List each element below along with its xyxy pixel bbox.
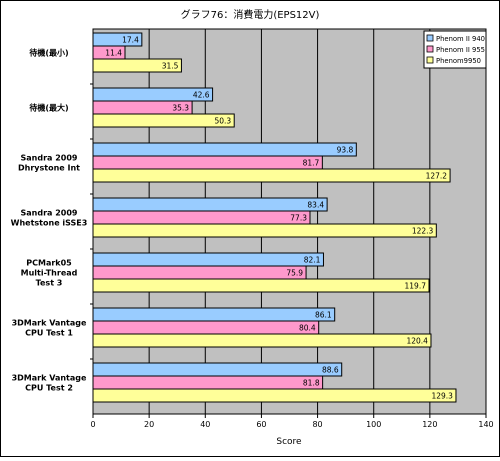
bar [92, 362, 343, 377]
data-label: 17.4 [122, 36, 139, 45]
x-tick-label: 40 [200, 420, 210, 429]
x-tick-label: 60 [256, 420, 266, 429]
legend-box [423, 30, 487, 69]
legend-swatch [426, 34, 434, 42]
category-label: Sandra 2009 Whetstone iSSE3 [11, 209, 88, 228]
data-label: 75.9 [286, 269, 303, 278]
data-label: 88.6 [322, 366, 339, 375]
bar [92, 278, 430, 293]
category-label: PCMark05 Multi-Thread Test 3 [21, 259, 78, 288]
data-label: 81.7 [303, 159, 320, 168]
bar [92, 223, 437, 238]
legend-label: Phenom9950 [436, 57, 481, 65]
data-label: 127.2 [426, 172, 448, 181]
x-tick-label: 0 [90, 420, 95, 429]
bar [92, 333, 432, 348]
bar [92, 375, 324, 390]
bar [92, 168, 451, 183]
legend-swatch [426, 56, 434, 64]
bar [92, 197, 328, 212]
legend-label: Phenom II 940 [436, 35, 485, 43]
bar [92, 320, 320, 335]
bar [92, 265, 307, 280]
category-label: 待機(最大) [28, 103, 68, 113]
axes: 待機(最小) 待機(最大) Sandra 2009 Dhrystone Int Sand… [11, 48, 494, 430]
data-label: 82.1 [304, 256, 321, 265]
data-label: 42.6 [193, 91, 210, 100]
bar [92, 58, 182, 73]
data-label: 86.1 [315, 311, 332, 320]
data-label: 80.4 [299, 324, 316, 333]
data-label: 77.3 [290, 214, 307, 223]
bar [92, 155, 323, 170]
x-tick-label: 20 [144, 420, 154, 429]
data-label: 119.7 [405, 282, 427, 291]
bar [92, 307, 336, 322]
legend: Phenom II 940 Phenom II 955 Phenom9950 [423, 30, 487, 69]
data-label: 31.5 [162, 62, 179, 71]
data-label: 93.8 [337, 146, 354, 155]
x-tick-label: 100 [366, 420, 381, 429]
x-tick-label: 80 [312, 420, 322, 429]
bar [92, 113, 235, 128]
legend-swatch [426, 45, 434, 53]
data-label: 50.3 [214, 117, 231, 126]
category-label: 3DMark Vantage CPU Test 1 [12, 319, 87, 338]
plot-area: 17.411.4 31.5 42.6 35.3 50.3 93.8 81.7 127.2 83.… [92, 28, 487, 415]
data-label: 35.3 [172, 104, 189, 113]
data-label: 81.8 [303, 379, 320, 388]
chart-title: グラフ76：消費電力(EPS12V) [181, 8, 320, 21]
bar [92, 142, 357, 157]
x-tick-label: 120 [422, 420, 437, 429]
data-label: 120.4 [406, 337, 428, 346]
x-tick-label: 140 [478, 420, 493, 429]
data-label: 11.4 [105, 49, 122, 58]
legend-label: Phenom II 955 [436, 46, 485, 54]
data-label: 122.3 [412, 227, 434, 236]
data-label: 129.3 [431, 392, 453, 401]
category-label: 待機(最小) [28, 48, 68, 58]
bar [92, 252, 324, 267]
x-axis-label: Score [276, 437, 302, 447]
bar [92, 388, 457, 403]
bar [92, 210, 311, 225]
category-label: Sandra 2009 Dhrystone Int [18, 154, 80, 173]
category-label: 3DMark Vantage CPU Test 2 [12, 374, 87, 393]
data-label: 83.4 [307, 201, 324, 210]
